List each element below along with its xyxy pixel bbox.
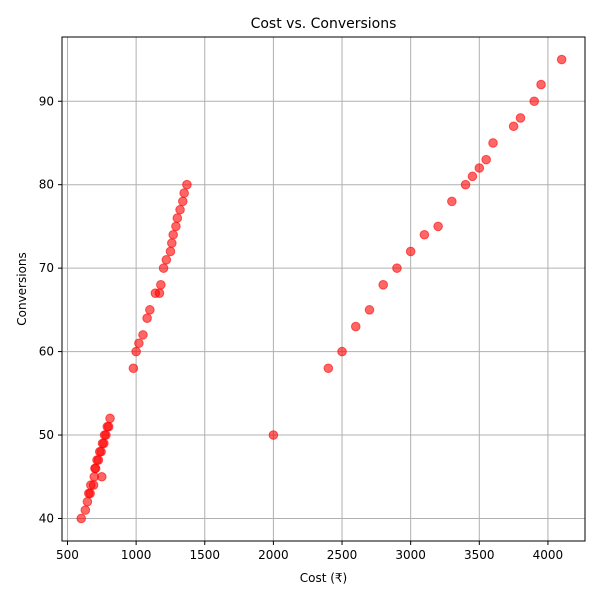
x-tick-label: 1000: [121, 548, 152, 562]
x-tick-label: 4000: [533, 548, 564, 562]
data-point: [96, 446, 106, 457]
data-point: [474, 163, 485, 173]
data-point: [131, 346, 141, 357]
data-points: [76, 54, 567, 524]
y-tick-label: 50: [39, 428, 54, 442]
data-point: [481, 154, 491, 165]
plot-frame: [61, 36, 586, 542]
data-point: [467, 171, 478, 182]
x-tick-label: 2500: [327, 548, 358, 562]
data-point: [167, 238, 177, 248]
y-axis-ticks: 40 50 60 70 80 90: [39, 94, 62, 525]
data-point: [179, 188, 189, 198]
data-point: [101, 430, 111, 440]
data-point: [364, 305, 375, 315]
y-tick-label: 40: [39, 511, 54, 525]
data-point: [145, 305, 155, 315]
data-point: [134, 338, 144, 349]
data-point: [103, 421, 114, 432]
data-point: [128, 363, 139, 374]
data-point: [90, 463, 101, 474]
y-tick-label: 90: [39, 94, 54, 108]
data-point: [171, 221, 181, 232]
data-point: [268, 430, 279, 440]
data-point: [556, 54, 567, 65]
x-tick-label: 2000: [258, 548, 289, 562]
data-point: [177, 196, 188, 207]
data-point: [99, 438, 109, 449]
data-point: [433, 221, 443, 232]
y-tick-label: 80: [39, 178, 54, 192]
data-point: [165, 246, 176, 257]
y-tick-label: 70: [39, 261, 54, 275]
data-point: [158, 263, 169, 273]
x-tick-label: 3500: [464, 548, 495, 562]
data-point: [93, 455, 104, 465]
data-point: [88, 480, 99, 490]
x-tick-label: 500: [56, 548, 79, 562]
data-point: [529, 96, 540, 107]
data-point: [156, 280, 166, 290]
x-tick-label: 1500: [189, 548, 220, 562]
data-point: [515, 113, 526, 123]
data-point: [419, 229, 430, 240]
chart-title: Cost vs. Conversions: [251, 16, 397, 32]
data-point: [405, 246, 416, 257]
data-point: [350, 321, 361, 332]
y-tick-label: 60: [39, 345, 54, 359]
data-point: [76, 513, 87, 524]
x-axis-label: Cost (₹): [300, 571, 348, 585]
data-point: [447, 196, 457, 207]
data-point: [337, 346, 347, 357]
data-point: [85, 488, 95, 499]
data-point: [172, 213, 183, 223]
data-point: [168, 229, 178, 240]
data-point: [97, 471, 107, 482]
data-point: [138, 330, 148, 340]
x-axis-ticks: 500 1000 1500 2000 2500 3000 3500 4000: [56, 541, 563, 562]
data-point: [536, 79, 546, 90]
data-point: [142, 313, 152, 324]
y-axis-label: Conversions: [15, 252, 29, 326]
data-point: [392, 263, 402, 273]
data-point: [460, 179, 471, 190]
data-point: [323, 363, 334, 374]
data-point: [175, 204, 185, 215]
grid-lines: [62, 37, 585, 541]
data-point: [488, 138, 498, 148]
data-point: [378, 280, 389, 290]
data-point: [82, 496, 93, 507]
data-point: [154, 288, 165, 298]
data-point: [182, 179, 192, 190]
x-tick-label: 3000: [395, 548, 426, 562]
data-point: [105, 413, 115, 424]
data-point: [508, 121, 519, 132]
data-point: [161, 254, 172, 265]
data-point: [80, 505, 91, 515]
